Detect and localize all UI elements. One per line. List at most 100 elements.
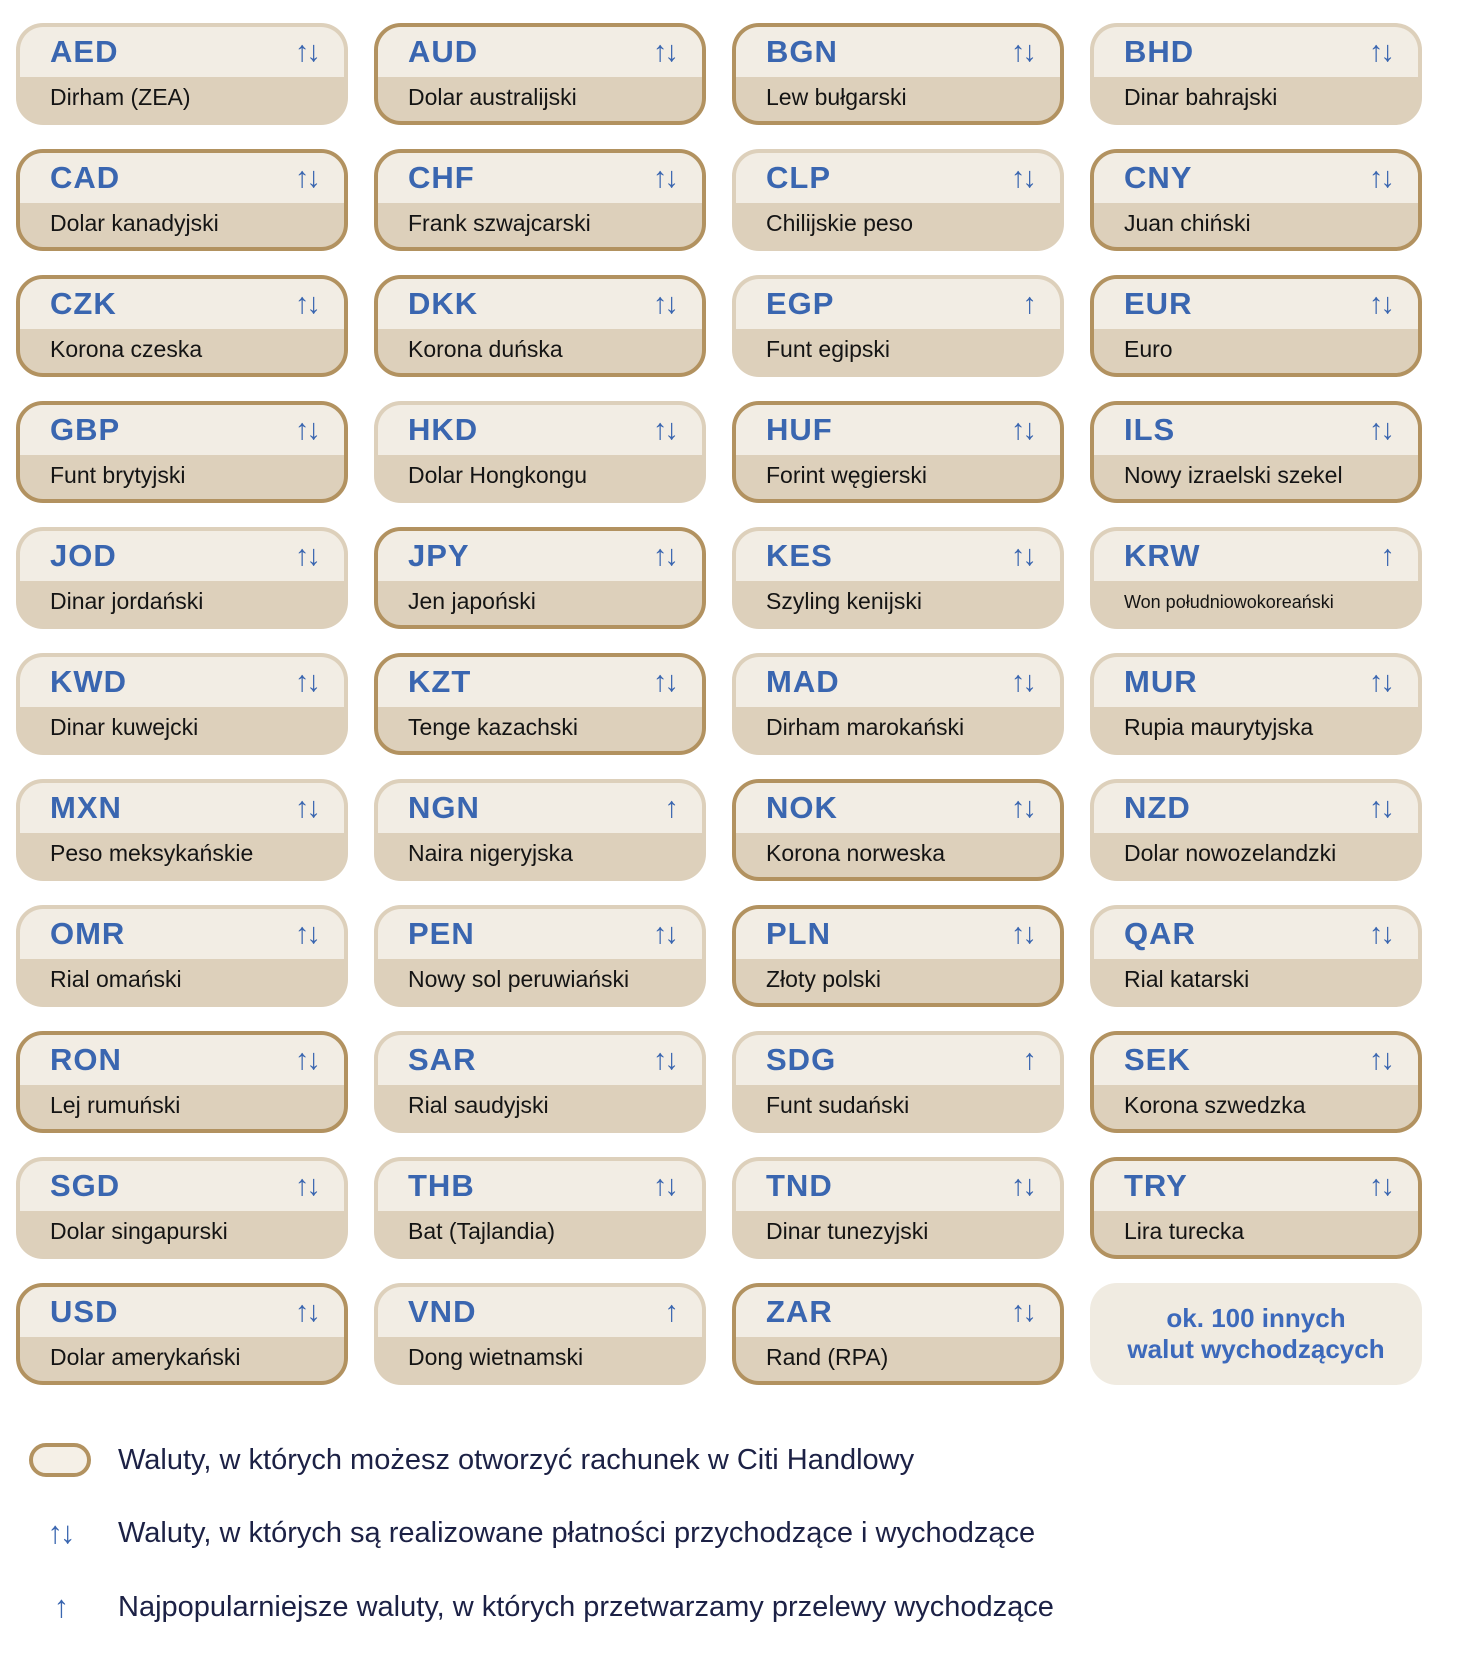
currency-name: Lej rumuński xyxy=(50,1092,181,1119)
currency-name: Nowy sol peruwiański xyxy=(408,966,630,993)
currency-card-body: Juan chiński xyxy=(1094,203,1418,247)
currency-card-header: ILS ↑↓ xyxy=(1094,405,1418,455)
legend-symbol xyxy=(16,1443,104,1477)
currency-card-header: BGN ↑↓ xyxy=(736,27,1060,77)
currency-card-nok: NOK ↑↓ Korona norweska xyxy=(732,779,1064,881)
currency-name: Korona czeska xyxy=(50,336,203,363)
currency-card-ron: RON ↑↓ Lej rumuński xyxy=(16,1031,348,1133)
currency-name: Dolar australijski xyxy=(408,84,577,111)
currency-card-cad: CAD ↑↓ Dolar kanadyjski xyxy=(16,149,348,251)
currency-card-body: Złoty polski xyxy=(736,959,1060,1003)
incoming-outgoing-arrows-icon: ↑↓ xyxy=(1369,287,1395,320)
currency-name: Dolar amerykański xyxy=(50,1344,241,1371)
currency-name: Forint węgierski xyxy=(766,462,928,489)
incoming-outgoing-arrows-icon: ↑↓ xyxy=(653,413,679,446)
currency-card-header: RON ↑↓ xyxy=(20,1035,344,1085)
currency-card-sar: SAR ↑↓ Rial saudyjski xyxy=(374,1031,706,1133)
currency-card-body: Forint węgierski xyxy=(736,455,1060,499)
currency-card-body: Chilijskie peso xyxy=(736,203,1060,247)
currency-card-krw: KRW ↑ Won południowokoreański xyxy=(1090,527,1422,629)
currency-code: THB xyxy=(408,1168,475,1203)
currency-name: Nowy izraelski szekel xyxy=(1124,462,1343,489)
currency-card-ngn: NGN ↑ Naira nigeryjska xyxy=(374,779,706,881)
currency-card-header: ZAR ↑↓ xyxy=(736,1287,1060,1337)
currency-code: NOK xyxy=(766,790,838,825)
currency-code: KWD xyxy=(50,664,128,699)
currency-name: Funt brytyjski xyxy=(50,462,186,489)
currency-card-body: Funt egipski xyxy=(736,329,1060,373)
currency-grid: AED ↑↓ Dirham (ZEA) AUD ↑↓ Dolar austral… xyxy=(16,23,1484,1385)
currency-card-body: Korona duńska xyxy=(378,329,702,373)
outgoing-arrow-icon: ↑ xyxy=(53,1589,69,1624)
currency-code: EUR xyxy=(1124,286,1193,321)
currency-card-sek: SEK ↑↓ Korona szwedzka xyxy=(1090,1031,1422,1133)
currency-card-header: SDG ↑ xyxy=(736,1035,1060,1085)
currency-card-kzt: KZT ↑↓ Tenge kazachski xyxy=(374,653,706,755)
currency-card-thb: THB ↑↓ Bat (Tajlandia) xyxy=(374,1157,706,1259)
currency-card-body: Dinar kuwejcki xyxy=(20,707,344,751)
currency-card-header: PLN ↑↓ xyxy=(736,909,1060,959)
incoming-outgoing-arrows-icon: ↑↓ xyxy=(1011,1295,1037,1328)
currency-name: Dirham marokański xyxy=(766,714,965,741)
legend-row: ↑↓ Waluty, w których są realizowane płat… xyxy=(16,1515,1484,1551)
currency-code: QAR xyxy=(1124,916,1196,951)
legend-symbol: ↑↓ xyxy=(16,1515,104,1551)
currency-name: Euro xyxy=(1124,336,1173,363)
currency-code: DKK xyxy=(408,286,479,321)
incoming-outgoing-arrows-icon: ↑↓ xyxy=(295,917,321,950)
currency-code: SEK xyxy=(1124,1042,1191,1077)
currency-name: Lew bułgarski xyxy=(766,84,907,111)
currency-card-mad: MAD ↑↓ Dirham marokański xyxy=(732,653,1064,755)
currency-code: SGD xyxy=(50,1168,121,1203)
currency-code: SAR xyxy=(408,1042,477,1077)
currency-name: Juan chiński xyxy=(1124,210,1251,237)
currency-name: Dirham (ZEA) xyxy=(50,84,191,111)
incoming-outgoing-arrows-icon: ↑↓ xyxy=(1011,1169,1037,1202)
legend-text: Waluty, w których możesz otworzyć rachun… xyxy=(118,1443,915,1476)
currency-code: MAD xyxy=(766,664,840,699)
currency-card-huf: HUF ↑↓ Forint węgierski xyxy=(732,401,1064,503)
currency-card-header: CHF ↑↓ xyxy=(378,153,702,203)
currency-card-body: Nowy sol peruwiański xyxy=(378,959,702,1003)
currency-card-sgd: SGD ↑↓ Dolar singapurski xyxy=(16,1157,348,1259)
currency-code: JOD xyxy=(50,538,117,573)
currency-card-body: Dirham (ZEA) xyxy=(20,77,344,121)
currency-code: RON xyxy=(50,1042,122,1077)
currency-card-kwd: KWD ↑↓ Dinar kuwejcki xyxy=(16,653,348,755)
currency-card-header: CLP ↑↓ xyxy=(736,153,1060,203)
currency-card-aed: AED ↑↓ Dirham (ZEA) xyxy=(16,23,348,125)
incoming-outgoing-arrows-icon: ↑↓ xyxy=(653,665,679,698)
currency-name: Jen japoński xyxy=(408,588,536,615)
currency-card-header: SGD ↑↓ xyxy=(20,1161,344,1211)
incoming-outgoing-arrows-icon: ↑↓ xyxy=(653,35,679,68)
legend-text: Waluty, w których są realizowane płatnoś… xyxy=(118,1516,1036,1549)
currency-infographic: AED ↑↓ Dirham (ZEA) AUD ↑↓ Dolar austral… xyxy=(16,23,1484,1624)
currency-card-header: PEN ↑↓ xyxy=(378,909,702,959)
currency-name: Dinar tunezyjski xyxy=(766,1218,929,1245)
incoming-outgoing-arrows-icon: ↑↓ xyxy=(295,1169,321,1202)
currency-card-body: Rial omański xyxy=(20,959,344,1003)
currency-card-body: Jen japoński xyxy=(378,581,702,625)
currency-code: OMR xyxy=(50,916,126,951)
currency-card-bgn: BGN ↑↓ Lew bułgarski xyxy=(732,23,1064,125)
currency-card-eur: EUR ↑↓ Euro xyxy=(1090,275,1422,377)
currency-card-usd: USD ↑↓ Dolar amerykański xyxy=(16,1283,348,1385)
currency-name: Korona szwedzka xyxy=(1124,1092,1306,1119)
currency-code: KES xyxy=(766,538,833,573)
currency-name: Korona norweska xyxy=(766,840,945,867)
currency-code: JPY xyxy=(408,538,470,573)
incoming-outgoing-arrows-icon: ↑↓ xyxy=(653,161,679,194)
legend-text: Najpopularniejsze waluty, w których prze… xyxy=(118,1590,1054,1623)
currency-code: USD xyxy=(50,1294,119,1329)
currency-card-mxn: MXN ↑↓ Peso meksykańskie xyxy=(16,779,348,881)
currency-card-body: Dolar singapurski xyxy=(20,1211,344,1255)
currency-name: Dolar nowozelandzki xyxy=(1124,840,1337,867)
currency-card-chf: CHF ↑↓ Frank szwajcarski xyxy=(374,149,706,251)
incoming-outgoing-arrows-icon: ↑↓ xyxy=(653,917,679,950)
incoming-outgoing-arrows-icon: ↑↓ xyxy=(1369,35,1395,68)
currency-card-header: NZD ↑↓ xyxy=(1094,783,1418,833)
currency-card-body: Nowy izraelski szekel xyxy=(1094,455,1418,499)
currency-card-body: Dong wietnamski xyxy=(378,1337,702,1381)
currency-card-body: Dirham marokański xyxy=(736,707,1060,751)
currency-card-header: JPY ↑↓ xyxy=(378,531,702,581)
